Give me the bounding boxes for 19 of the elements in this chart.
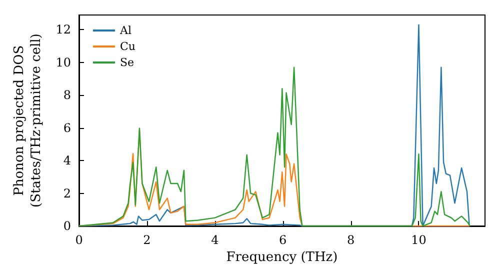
y-tick-label: 8 (63, 88, 71, 102)
y-tick-label: 2 (63, 186, 71, 200)
x-tick-label: 6 (279, 233, 287, 247)
x-axis-title: Frequency (THz) (226, 250, 338, 265)
x-tick-label: 8 (346, 233, 355, 247)
x-tick-label: 2 (143, 233, 151, 247)
y-tick-label: 12 (56, 22, 71, 37)
legend-label: Se (120, 56, 134, 69)
x-tick-label: 4 (211, 233, 220, 247)
legend-label: Al (119, 24, 132, 37)
x-tick-label: 0 (75, 233, 83, 247)
y-tick-label: 4 (63, 154, 72, 168)
y-tick-label: 0 (63, 219, 71, 233)
y-tick-label: 10 (56, 55, 71, 70)
x-tick-label: 10 (411, 233, 426, 247)
line-series (78, 66, 470, 227)
legend-label: Cu (120, 40, 136, 53)
y-tick-label: 6 (63, 120, 71, 135)
y-axis-title: Phonon projected DOS (States/THz·primitive cell) (12, 33, 44, 208)
